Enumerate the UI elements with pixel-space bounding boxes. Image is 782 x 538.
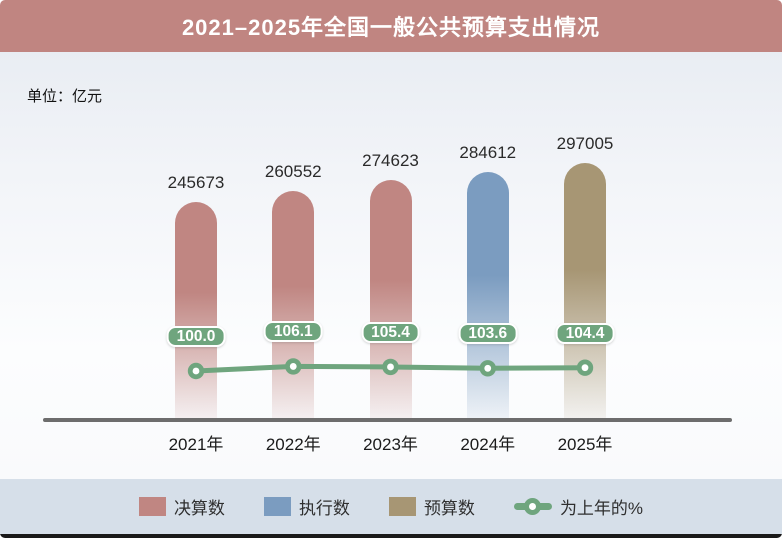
bar-value-2021: 245673 bbox=[167, 173, 225, 192]
legend-swatch-budget bbox=[388, 497, 416, 516]
chart-title-bar: 2021–2025年全国一般公共预算支出情况 bbox=[0, 0, 782, 52]
bar-value-2024: 284612 bbox=[459, 143, 517, 163]
legend-label-budget: 预算数 bbox=[423, 499, 475, 518]
bar-value-2025: 297005 bbox=[556, 133, 614, 153]
x-label-2025: 2025年 bbox=[557, 435, 613, 454]
bar-2025-budget bbox=[564, 162, 606, 418]
legend-label-final-accounts: 决算数 bbox=[173, 499, 225, 518]
x-label-2022: 2022年 bbox=[265, 435, 321, 454]
legend-label-execution: 执行数 bbox=[298, 499, 350, 518]
legend-swatch-final-accounts bbox=[138, 497, 166, 516]
plot-area: 单位：亿元 245673 260552 274623 284612 297005 100… bbox=[0, 52, 782, 479]
line-value-badge-2023: 105.4 bbox=[361, 321, 420, 343]
bar-2024-execution bbox=[466, 172, 509, 418]
legend-swatch-execution bbox=[263, 497, 291, 516]
line-value-badge-2024: 103.6 bbox=[458, 323, 518, 345]
legend-item-execution: 执行数 bbox=[263, 494, 350, 519]
legend-line-icon bbox=[513, 498, 552, 516]
bar-value-2022: 260552 bbox=[264, 161, 322, 181]
legend-label-yoy-percent: 为上年的% bbox=[559, 499, 644, 518]
bar-2023-final-accounts bbox=[369, 179, 412, 418]
legend-item-budget: 预算数 bbox=[388, 494, 475, 519]
bar-value-2023: 274623 bbox=[362, 150, 419, 170]
bar-2022-final-accounts bbox=[272, 190, 315, 418]
line-value-badge-2021: 100.0 bbox=[166, 326, 226, 347]
legend-item-final-accounts: 决算数 bbox=[138, 494, 225, 519]
legend-item-yoy-percent: 为上年的% bbox=[513, 494, 644, 519]
page-title: 2021–2025年全国一般公共预算支出情况 bbox=[181, 15, 601, 40]
x-label-2023: 2023年 bbox=[363, 435, 418, 454]
x-axis-line bbox=[43, 418, 732, 422]
x-label-2024: 2024年 bbox=[460, 435, 516, 454]
x-label-2021: 2021年 bbox=[168, 435, 224, 454]
legend: 决算数 执行数 预算数 为上年的% bbox=[0, 479, 782, 534]
line-value-badge-2025: 104.4 bbox=[555, 322, 615, 344]
window-bottom-edge bbox=[0, 534, 782, 538]
line-value-badge-2022: 106.1 bbox=[263, 321, 323, 343]
unit-label: 单位：亿元 bbox=[27, 88, 103, 105]
legend-line-marker bbox=[524, 498, 542, 515]
bar-2021-final-accounts bbox=[175, 202, 217, 418]
